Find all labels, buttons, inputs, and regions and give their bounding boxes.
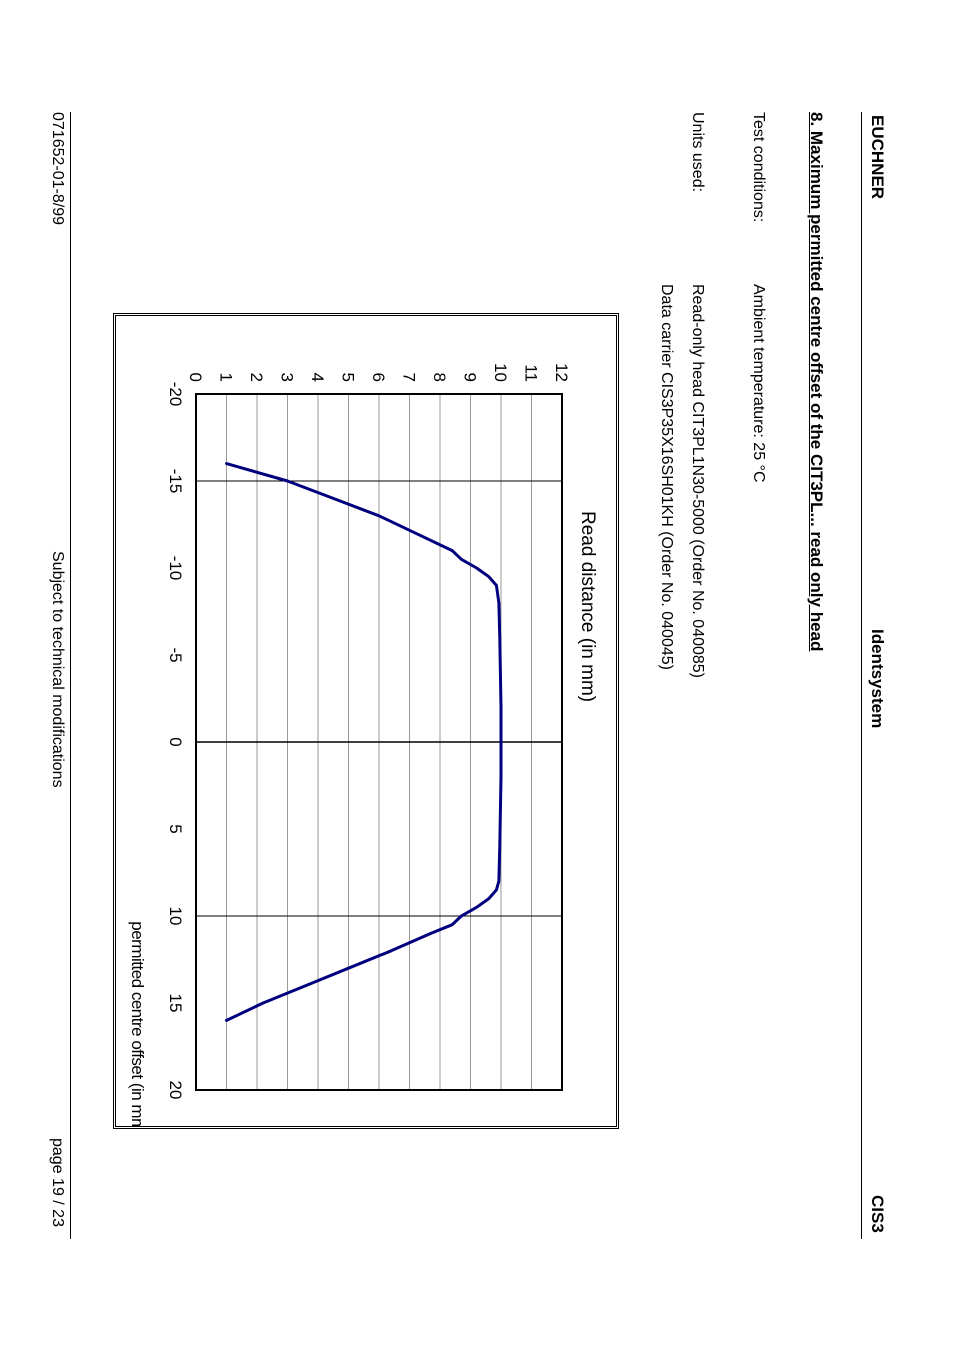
units-used-label: Units used:	[689, 112, 706, 193]
read-distance-chart: 0 1 2 3 4 5 6 7 8 9 10 11 12-20-15-10-505101520Read …	[128, 363, 598, 1126]
test-conditions-value: Ambient temperature: 25 °C	[750, 284, 767, 483]
x-tick-label: 20	[166, 1081, 185, 1100]
plot-area-border	[195, 393, 563, 1091]
footer-notice: Subject to technical modifications	[49, 551, 66, 788]
y-tick-label: 4	[308, 373, 327, 382]
x-tick-label: -15	[166, 469, 185, 494]
x-tick-label: 0	[166, 737, 185, 746]
y-tick-label: 11	[522, 364, 541, 382]
y-tick-label: 6	[369, 373, 388, 382]
header-code: CIS3	[868, 1195, 887, 1233]
test-conditions-label: Test conditions:	[750, 112, 767, 223]
units-line-carrier: Data carrier CIS3P35X16SH01KH (Order No.…	[658, 284, 675, 670]
y-tick-label: 2	[247, 373, 266, 382]
y-tick-label: 7	[400, 373, 419, 382]
section-title: 8. Maximum permitted centre offset of th…	[807, 112, 826, 652]
header-product: Identsystem	[868, 629, 887, 729]
header-rule	[861, 112, 862, 1239]
x-axis-label: permitted centre offset (in mm)	[128, 921, 147, 1126]
y-tick-label: 0	[186, 373, 205, 382]
y-tick-label: 1	[217, 373, 236, 382]
x-tick-label: -5	[166, 647, 185, 662]
y-tick-label: 8	[430, 373, 449, 382]
header-company: EUCHNER	[868, 115, 887, 200]
footer-rule	[70, 112, 71, 1239]
footer-page-number: page 19 / 23	[49, 1138, 66, 1227]
y-tick-label: 3	[278, 373, 297, 382]
chart-frame: 0 1 2 3 4 5 6 7 8 9 10 11 12 -20 -15 -10 -5 0 5 10 15 20 Read …	[113, 313, 619, 1129]
x-tick-label: 15	[166, 994, 185, 1013]
y-tick-label: 5	[339, 373, 358, 382]
footer-doc-number: 071652-01-8/99	[49, 112, 66, 225]
y-tick-label: 10	[491, 363, 510, 382]
x-tick-label: 10	[166, 907, 185, 926]
y-tick-label: 12	[552, 363, 571, 382]
series-line	[225, 462, 503, 1022]
x-tick-label: 5	[166, 824, 185, 833]
x-tick-label: -10	[166, 556, 185, 581]
y-axis-label: Read distance (in mm)	[577, 511, 598, 702]
units-line-head: Read-only head CIT3PL1N30-5000 (Order No…	[689, 284, 706, 679]
x-tick-label: -20	[166, 382, 185, 407]
y-tick-label: 9	[461, 373, 480, 382]
